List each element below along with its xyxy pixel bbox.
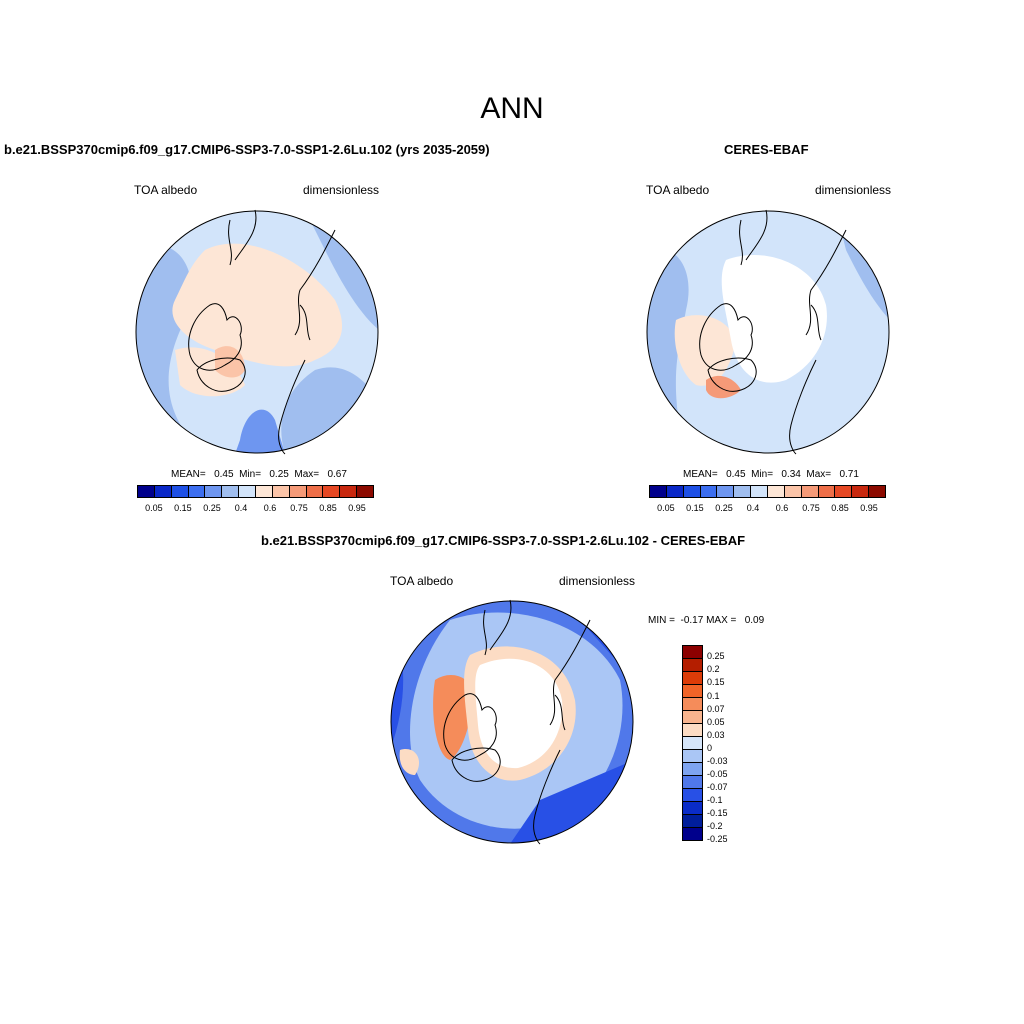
colorbar-swatch: [306, 486, 324, 497]
obs-colorbar: [649, 485, 886, 498]
colorbar-swatch: [272, 486, 290, 497]
colorbar-tick-label: 0.4: [234, 503, 248, 513]
colorbar-swatch: [340, 486, 358, 497]
colorbar-tick-label: 0: [707, 742, 713, 753]
colorbar-swatch: [700, 486, 718, 497]
colorbar-tick-label: 0.95: [860, 503, 878, 513]
obs-polar-map: [646, 209, 890, 455]
colorbar-tick-label: 0.03: [707, 729, 725, 740]
colorbar-tick-label: 0.6: [775, 503, 789, 513]
colorbar-swatch: [222, 486, 240, 497]
colorbar-tick-label: -0.1: [707, 795, 723, 806]
colorbar-tick-label: 0.6: [263, 503, 277, 513]
diff-variable-label: TOA albedo: [390, 574, 454, 588]
colorbar-swatch: [768, 486, 785, 497]
colorbar-swatch: [683, 659, 702, 672]
colorbar-swatch: [683, 646, 702, 659]
colorbar-swatch: [666, 486, 684, 497]
colorbar-tick-label: 0.85: [319, 503, 337, 513]
model-colorbar-ticks: 0.05 0.15 0.25 0.4 0.6 0.75 0.85 0.95: [137, 503, 374, 515]
colorbar-swatch: [683, 815, 702, 828]
colorbar-tick-label: 0.25: [707, 651, 725, 662]
colorbar-tick-label: 0.15: [174, 503, 192, 513]
diff-units-label: dimensionless: [559, 574, 636, 588]
figure-title: ANN: [480, 92, 544, 125]
model-polar-map: [135, 209, 379, 455]
colorbar-tick-label: 0.25: [715, 503, 733, 513]
colorbar-swatch: [717, 486, 735, 497]
colorbar-tick-label: -0.25: [707, 834, 728, 845]
obs-stats: MEAN= 0.45 Min= 0.34 Max= 0.71: [683, 469, 859, 480]
colorbar-tick-label: -0.03: [707, 755, 728, 766]
colorbar-swatch: [256, 486, 273, 497]
colorbar-swatch: [683, 789, 702, 802]
colorbar-tick-label: 0.25: [203, 503, 221, 513]
colorbar-tick-label: 0.2: [707, 664, 720, 675]
colorbar-swatch: [683, 685, 702, 698]
colorbar-swatch: [683, 711, 702, 724]
colorbar-swatch: [683, 737, 702, 750]
colorbar-tick-label: 0.95: [348, 503, 366, 513]
colorbar-tick-label: 0.07: [707, 703, 725, 714]
colorbar-swatch: [869, 486, 886, 497]
obs-panel-title: CERES-EBAF: [724, 142, 809, 157]
colorbar-swatch: [683, 776, 702, 789]
obs-units-label: dimensionless: [815, 183, 892, 197]
colorbar-tick-label: 0.4: [746, 503, 760, 513]
colorbar-tick-label: 0.75: [802, 503, 820, 513]
colorbar-swatch: [239, 486, 257, 497]
colorbar-swatch: [357, 486, 374, 497]
colorbar-tick-label: -0.2: [707, 821, 723, 832]
colorbar-tick-label: -0.07: [707, 781, 728, 792]
colorbar-tick-label: -0.05: [707, 768, 728, 779]
colorbar-tick-label: 0.15: [707, 677, 725, 688]
model-colorbar: [137, 485, 374, 498]
model-units-label: dimensionless: [303, 183, 380, 197]
model-variable-label: TOA albedo: [134, 183, 198, 197]
colorbar-swatch: [683, 802, 702, 815]
diff-colorbar-ticks: 0.25 0.2 0.15 0.1 0.07 0.05 0.03 0 -0.03 -0.05 -0.…: [707, 645, 747, 845]
colorbar-swatch: [683, 486, 701, 497]
obs-colorbar-ticks: 0.05 0.15 0.25 0.4 0.6 0.75 0.85 0.95: [649, 503, 886, 515]
colorbar-swatch: [683, 698, 702, 711]
colorbar-swatch: [205, 486, 223, 497]
colorbar-tick-label: 0.85: [831, 503, 849, 513]
colorbar-tick-label: 0.1: [707, 690, 720, 701]
colorbar-swatch: [323, 486, 341, 497]
colorbar-swatch: [784, 486, 802, 497]
colorbar-tick-label: -0.15: [707, 808, 728, 819]
colorbar-swatch: [188, 486, 206, 497]
colorbar-swatch: [835, 486, 853, 497]
colorbar-swatch: [734, 486, 752, 497]
diff-colorbar: [682, 645, 703, 841]
colorbar-swatch: [683, 828, 702, 840]
colorbar-swatch: [683, 672, 702, 685]
colorbar-swatch: [138, 486, 155, 497]
colorbar-swatch: [818, 486, 836, 497]
model-panel-title: b.e21.BSSP370cmip6.f09_g17.CMIP6-SSP3-7.…: [4, 142, 490, 157]
colorbar-swatch: [852, 486, 870, 497]
colorbar-swatch: [683, 724, 702, 737]
colorbar-tick-label: 0.05: [145, 503, 163, 513]
colorbar-swatch: [751, 486, 769, 497]
colorbar-swatch: [171, 486, 189, 497]
colorbar-tick-label: 0.15: [686, 503, 704, 513]
diff-panel-title: b.e21.BSSP370cmip6.f09_g17.CMIP6-SSP3-7.…: [261, 533, 746, 548]
colorbar-swatch: [154, 486, 172, 497]
colorbar-swatch: [801, 486, 819, 497]
colorbar-swatch: [650, 486, 667, 497]
colorbar-swatch: [683, 750, 702, 763]
diff-polar-map: [390, 599, 634, 845]
obs-variable-label: TOA albedo: [646, 183, 710, 197]
colorbar-swatch: [289, 486, 307, 497]
colorbar-tick-label: 0.75: [290, 503, 308, 513]
colorbar-tick-label: 0.05: [707, 716, 725, 727]
colorbar-tick-label: 0.05: [657, 503, 675, 513]
model-stats: MEAN= 0.45 Min= 0.25 Max= 0.67: [171, 469, 347, 480]
diff-stats: MIN = -0.17 MAX = 0.09: [648, 615, 765, 626]
colorbar-swatch: [683, 763, 702, 776]
